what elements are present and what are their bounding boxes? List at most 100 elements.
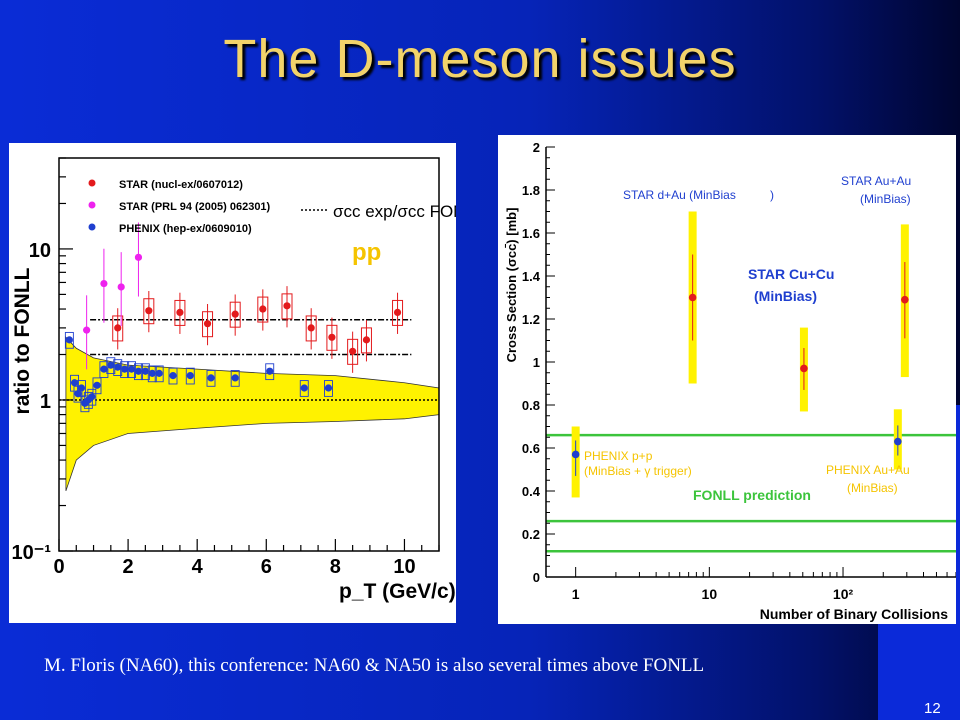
- x-tick-label: 4: [192, 556, 204, 578]
- data-point: [148, 369, 156, 377]
- data-point: [100, 365, 108, 373]
- y-tick-label: 0: [533, 570, 540, 585]
- point-label: ): [770, 188, 774, 202]
- data-point: [231, 374, 239, 382]
- x-tick-label: 8: [330, 556, 341, 578]
- y-tick-label: 1.4: [522, 269, 541, 284]
- point-label: STAR d+Au (MinBias: [623, 188, 736, 202]
- data-point: [300, 384, 308, 392]
- systematic-box: [70, 374, 79, 392]
- data-point: [77, 384, 86, 392]
- data-point: [169, 371, 177, 380]
- x-axis-label: Number of Binary Collisions: [760, 606, 948, 622]
- data-point: [74, 390, 82, 398]
- y-tick-label: 0.2: [522, 527, 540, 542]
- point-label: (MinBias): [754, 288, 817, 304]
- legend-entry: STAR (nucl-ex/0607012): [119, 179, 243, 191]
- point-label: PHENIX p+p: [584, 449, 653, 463]
- y-tick-label: 1.8: [522, 183, 540, 198]
- systematic-box: [305, 315, 317, 342]
- systematic-box: [112, 315, 124, 342]
- data-point: [145, 307, 153, 315]
- y-tick-label: 1: [40, 391, 51, 413]
- fonll-prediction-label: FONLL prediction: [693, 487, 811, 503]
- systematic-box: [83, 392, 93, 409]
- legend-marker: [88, 179, 96, 187]
- data-point: [117, 283, 125, 291]
- data-point: [186, 371, 194, 380]
- point-label: (MinBias): [860, 192, 911, 206]
- y-tick-label: 0.8: [522, 398, 540, 413]
- data-point: [307, 324, 315, 332]
- right-chart-panel: 0 0.2 0.4 0.6 0.8 1 1.2 1.4 1.6 1.8 2 1 10 10² Number …: [498, 135, 957, 624]
- data-point: [93, 381, 101, 389]
- data-point: [324, 384, 333, 392]
- data-point: [231, 310, 239, 318]
- data-point: [393, 308, 402, 316]
- data-point: [114, 363, 122, 371]
- data-point: [259, 305, 267, 313]
- footer-note: M. Floris (NA60), this conference: NA60 …: [44, 655, 705, 676]
- data-point: [349, 347, 357, 355]
- point-label: (MinBias): [847, 481, 898, 495]
- data-point: [65, 336, 73, 344]
- pp-label: pp: [352, 239, 381, 266]
- cross-section-chart: 0 0.2 0.4 0.6 0.8 1 1.2 1.4 1.6 1.8 2 1 10 10² Number …: [504, 140, 957, 622]
- page-number: 12: [924, 700, 941, 717]
- data-point: [283, 302, 291, 310]
- systematic-box: [154, 365, 164, 383]
- x-tick-label: 2: [123, 556, 134, 578]
- data-point: [127, 365, 136, 373]
- data-point: [83, 326, 91, 334]
- data-point: [800, 364, 808, 373]
- y-tick-label: 0.4: [522, 484, 541, 499]
- systematic-box: [347, 338, 359, 365]
- systematic-box: [230, 370, 240, 387]
- data-point: [155, 369, 163, 377]
- x-tick-label: 6: [261, 556, 272, 578]
- y-tick-label: 0.6: [522, 441, 540, 456]
- data-point: [328, 333, 336, 341]
- systematic-box: [281, 293, 293, 320]
- data-point: [121, 365, 129, 373]
- y-tick-label: 1.2: [522, 312, 540, 327]
- systematic-box: [229, 301, 241, 328]
- x-axis-label: p_T (GeV/c): [339, 580, 456, 603]
- data-point: [266, 367, 274, 375]
- data-point: [134, 253, 143, 261]
- systematic-box: [87, 388, 97, 406]
- data-point: [901, 295, 909, 304]
- y-tick-label: 10⁻¹: [12, 542, 52, 564]
- data-point: [134, 367, 143, 375]
- systematic-box: [392, 299, 404, 326]
- data-point: [203, 320, 212, 328]
- data-point: [894, 437, 902, 446]
- systematic-box: [64, 331, 74, 349]
- data-point: [688, 293, 697, 302]
- y-axis-label: ratio to FONLL: [11, 267, 34, 414]
- systematic-box: [185, 367, 195, 385]
- systematic-box: [174, 299, 186, 326]
- legend-formula: σcc exp/σcc FONLL: [333, 202, 456, 221]
- legend-entry: PHENIX (hep-ex/0609010): [119, 223, 252, 235]
- x-tick-label: 10: [702, 586, 718, 602]
- systematic-box: [143, 298, 155, 325]
- x-tick-label: 1: [572, 586, 580, 602]
- systematic-box: [77, 380, 86, 397]
- y-tick-label: 2: [533, 140, 540, 155]
- data-point: [141, 367, 149, 375]
- legend-marker: [88, 223, 96, 231]
- systematic-box: [202, 311, 214, 338]
- data-point: [571, 450, 580, 459]
- point-label: (MinBias + γ trigger): [584, 464, 692, 478]
- legend-entry: STAR (PRL 94 (2005) 062301): [119, 201, 271, 213]
- left-chart-panel: 0 2 4 6 8 10 10⁻¹ 1 10 p_T (GeV/c) ratio to FONLL S…: [9, 143, 484, 623]
- x-tick-label: 10: [393, 556, 415, 578]
- y-axis-label: Cross Section (σcc̄) [mb]: [504, 208, 519, 363]
- systematic-box: [257, 296, 269, 323]
- systematic-box: [168, 367, 178, 385]
- point-label: STAR Cu+Cu: [748, 266, 834, 282]
- systematic-box: [80, 395, 90, 413]
- point-label: PHENIX Au+Au: [826, 463, 910, 477]
- systematic-box: [326, 324, 338, 351]
